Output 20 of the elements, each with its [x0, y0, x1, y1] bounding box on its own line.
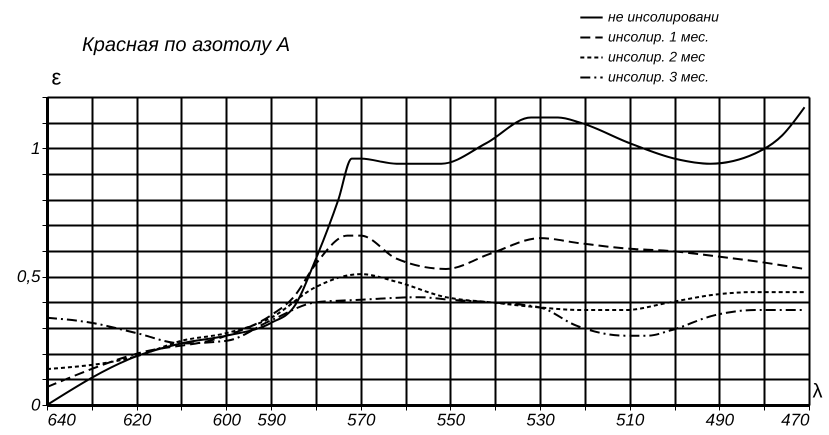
legend-label: инсолир. 2 мес [608, 48, 706, 64]
y-tick-label: 0 [31, 396, 42, 414]
x-tick-label: 490 [706, 410, 735, 430]
legend-label: не инсолировани [608, 8, 720, 24]
legend-label: инсолир. 3 мес. [608, 68, 710, 84]
x-tick-label: 590 [257, 410, 286, 430]
chart-title: Красная по азотолу А [82, 34, 290, 56]
x-tick-label: 600 [212, 410, 242, 430]
y-tick-label: 1 [31, 138, 40, 158]
x-tick-label: 530 [526, 410, 556, 430]
x-tick-label: 570 [347, 410, 376, 430]
x-tick-label: 550 [436, 410, 466, 430]
y-axis-title: ε [52, 64, 62, 90]
x-tick-label: 640 [48, 410, 76, 430]
x-tick-label: 470 [781, 410, 810, 430]
legend-label: инсолир. 1 мес. [608, 28, 710, 44]
y-tick-label: 0,5 [16, 267, 42, 286]
x-tick-label: 510 [616, 410, 645, 430]
x-axis-title: λ [812, 380, 822, 402]
x-tick-label: 620 [122, 410, 152, 430]
